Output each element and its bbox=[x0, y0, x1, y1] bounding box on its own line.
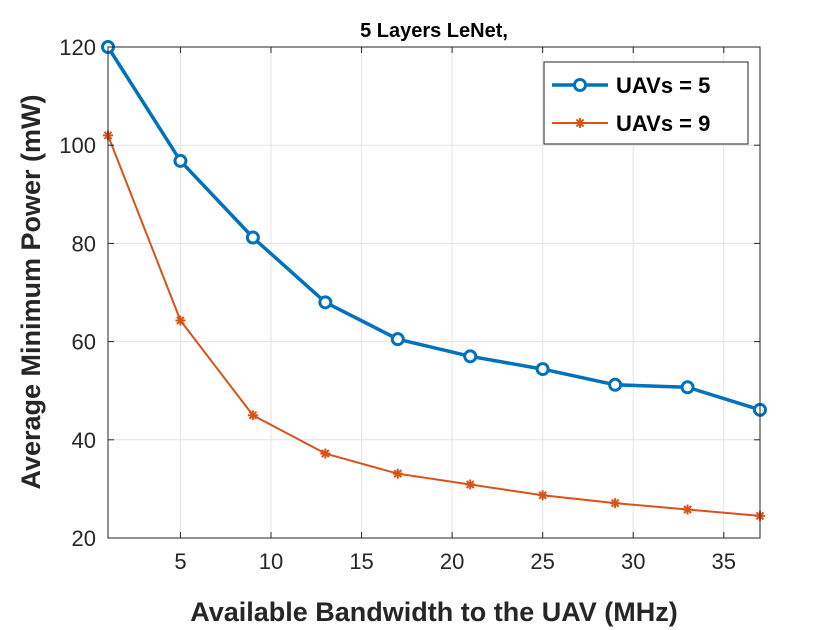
data-point bbox=[245, 230, 260, 245]
data-point bbox=[173, 153, 188, 168]
data-point bbox=[682, 504, 693, 515]
asterisk-stroke bbox=[610, 498, 620, 508]
data-point bbox=[610, 498, 621, 509]
x-tick-label: 5 bbox=[174, 549, 186, 574]
data-point bbox=[390, 332, 405, 347]
legend-item-2: UAVs = 9 bbox=[552, 111, 710, 136]
y-tick-label: 80 bbox=[72, 231, 96, 256]
legend: UAVs = 5 UAVs = 9 bbox=[543, 61, 749, 145]
x-tick-label: 25 bbox=[530, 549, 554, 574]
asterisk-stroke bbox=[321, 449, 330, 458]
x-tick-label: 30 bbox=[621, 549, 645, 574]
data-point bbox=[537, 490, 548, 501]
y-tick-label: 40 bbox=[72, 428, 96, 453]
x-axis-label: Available Bandwidth to the UAV (MHz) bbox=[190, 597, 678, 627]
x-tick-label: 35 bbox=[712, 549, 736, 574]
data-point bbox=[392, 468, 403, 479]
legend-label: UAVs = 5 bbox=[616, 73, 710, 98]
data-point bbox=[463, 349, 478, 364]
plot-frame bbox=[107, 46, 761, 539]
chart-title: 5 Layers LeNet, bbox=[360, 20, 508, 42]
y-axis-label: Average Minimum Power (mW) bbox=[16, 94, 46, 489]
data-point bbox=[175, 315, 186, 326]
series-line bbox=[107, 135, 761, 517]
legend-item-1: UAVs = 5 bbox=[552, 73, 710, 98]
series-line bbox=[106, 46, 761, 412]
legend-marker bbox=[575, 118, 585, 128]
x-tick-label: 10 bbox=[259, 549, 283, 574]
asterisk-stroke bbox=[538, 491, 547, 500]
x-tick-label: 15 bbox=[349, 549, 373, 574]
asterisk-stroke bbox=[683, 505, 692, 514]
asterisk-stroke bbox=[176, 316, 185, 325]
asterisk-stroke bbox=[575, 118, 585, 128]
y-tick-label: 100 bbox=[59, 133, 96, 158]
data-point bbox=[535, 362, 550, 377]
axis-ticks: 5 10 15 20 25 30 35 20 40 60 80 100 120 bbox=[59, 35, 760, 574]
data-point bbox=[320, 448, 331, 459]
data-point bbox=[465, 479, 476, 490]
y-tick-label: 60 bbox=[72, 330, 96, 355]
asterisk-stroke bbox=[393, 469, 403, 478]
data-point bbox=[247, 410, 258, 421]
legend-marker bbox=[573, 78, 587, 92]
series-layer bbox=[101, 40, 767, 521]
y-tick-label: 20 bbox=[72, 526, 96, 551]
legend-box bbox=[543, 61, 749, 145]
x-tick-label: 20 bbox=[440, 549, 464, 574]
data-point bbox=[318, 295, 333, 310]
legend-label: UAVs = 9 bbox=[616, 111, 710, 136]
data-point bbox=[680, 380, 695, 395]
asterisk-stroke bbox=[248, 411, 258, 420]
data-point bbox=[608, 377, 623, 392]
asterisk-stroke bbox=[465, 480, 475, 489]
y-tick-label: 120 bbox=[59, 35, 96, 60]
